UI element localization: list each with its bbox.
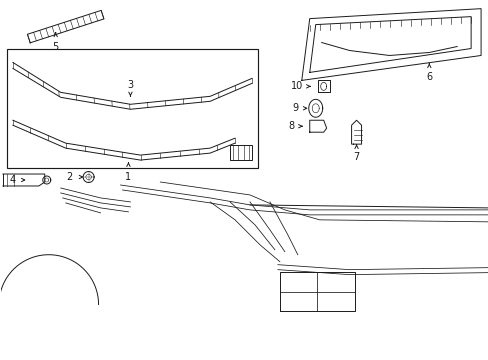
Text: 1: 1: [125, 172, 131, 182]
Text: 2: 2: [66, 172, 73, 182]
Text: 7: 7: [353, 152, 359, 162]
Text: 4: 4: [10, 175, 16, 185]
Text: 3: 3: [127, 80, 133, 90]
Text: 8: 8: [288, 121, 294, 131]
Bar: [7, 49, 258, 168]
Text: 10: 10: [290, 81, 302, 91]
Text: 9: 9: [292, 103, 298, 113]
Text: 6: 6: [426, 72, 431, 82]
Text: 5: 5: [53, 41, 59, 51]
Bar: [229, 145, 251, 160]
